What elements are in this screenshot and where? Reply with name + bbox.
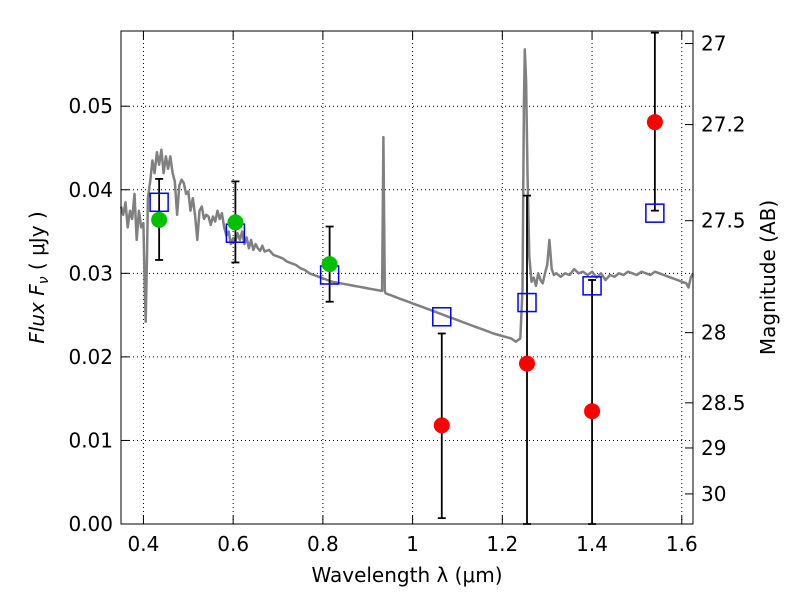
- x-axis-title: Wavelength λ (μm): [311, 563, 502, 587]
- y-tick-label: 0.02: [68, 345, 113, 369]
- y2-tick-label: 28.5: [701, 391, 746, 415]
- x-tick-label: 0.8: [307, 532, 339, 556]
- x-tick-label: 1.2: [486, 532, 518, 556]
- plot-frame: [120, 30, 694, 525]
- x-tick-label: 1: [406, 532, 419, 556]
- y2-axis-title: Magnitude (AB): [756, 200, 780, 355]
- y-tick-label: 0.03: [68, 261, 113, 285]
- observed-flux-point: [227, 214, 244, 231]
- y-axis-title-sub: ν: [36, 276, 52, 284]
- observed-flux-point: [584, 403, 601, 420]
- x-tick-label: 0.6: [217, 532, 249, 556]
- square-marker-layer: [149, 192, 665, 327]
- spectrum-layer: [119, 48, 695, 344]
- axis-layer: 0.4 0.6 0.8 1 1.2 1.4 1.6 0.00 0.01 0.02 0.03 0.04 0…: [68, 31, 746, 556]
- observed-flux-point: [433, 417, 450, 434]
- y-axis-title-main: Flux F: [25, 284, 49, 344]
- x-tick-label: 1.6: [666, 532, 698, 556]
- y2-tick-label: 27.2: [701, 113, 746, 137]
- observed-flux-point: [321, 256, 338, 273]
- x-tick-label: 0.4: [128, 532, 160, 556]
- model-photometry-square: [432, 307, 452, 327]
- y-tick-label: 0.04: [68, 178, 113, 202]
- y-tick-label: 0.01: [68, 428, 113, 452]
- model-spectrum-line: [119, 48, 695, 344]
- y2-tick-label: 30: [701, 482, 726, 506]
- x-tick-label: 1.4: [576, 532, 608, 556]
- model-photometry-square: [517, 292, 537, 313]
- observed-flux-point: [151, 211, 168, 228]
- y-tick-label: 0.05: [68, 94, 113, 118]
- y2-tick-label: 27: [701, 32, 726, 56]
- y2-tick-label: 27.5: [701, 209, 746, 233]
- y2-tick-label: 28: [701, 321, 726, 345]
- model-photometry-square: [645, 203, 665, 223]
- y2-tick-label: 29: [701, 436, 726, 460]
- circle-marker-layer: [151, 114, 663, 434]
- observed-flux-point: [519, 355, 536, 372]
- observed-flux-point: [646, 114, 663, 131]
- y-tick-label: 0.00: [68, 512, 113, 536]
- model-photometry-square: [149, 192, 169, 213]
- y-axis-title-unit: ( μJy ): [25, 211, 49, 276]
- model-photometry-square: [582, 276, 602, 296]
- y-axis-title: Flux Fν ( μJy ): [25, 211, 52, 343]
